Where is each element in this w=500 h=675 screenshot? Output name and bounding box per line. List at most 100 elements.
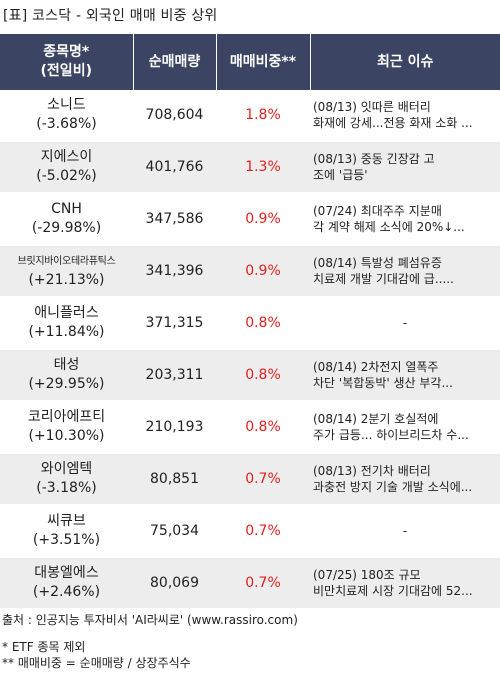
- stock-name-cell: 지에스이 (-5.02%): [0, 141, 133, 194]
- price-change: (+29.95%): [28, 376, 105, 392]
- price-change: (-3.68%): [36, 116, 97, 132]
- recent-issue-line2: 화재에 강세...전용 화재 소화 ...: [313, 116, 473, 130]
- ranking-table-container: 종목명* (전일비) 순매매량 매매비중** 최근 이슈 소니드 (-3.68%)…: [0, 34, 500, 610]
- header-stock-name: 종목명* (전일비): [0, 34, 133, 90]
- net-volume: 371,315: [133, 297, 216, 350]
- table-row: 씨큐브 (+3.51%) 75,034 0.7% -: [0, 505, 500, 558]
- recent-issue-line1: (07/25) 180조 규모: [313, 568, 421, 582]
- stock-name: 씨큐브: [47, 513, 86, 529]
- header-recent-issue: 최근 이슈: [309, 34, 500, 90]
- trade-ratio: 0.8%: [216, 297, 310, 350]
- price-change: (+3.51%): [32, 532, 101, 548]
- recent-issue-line1: (08/13) 잇따른 배터리: [313, 100, 431, 114]
- table-row: 브릿지바이오테라퓨틱스 (+21.13%) 341,396 0.9% (08/14) 특…: [0, 245, 500, 298]
- table-row: 코리아에프티 (+10.30%) 210,193 0.8% (08/14) 2분기 호실…: [0, 401, 500, 454]
- recent-issue-line2: 과충전 방지 기술 개발 소식에...: [313, 480, 473, 494]
- stock-name: 코리아에프티: [27, 409, 106, 425]
- recent-issue: -: [310, 505, 500, 558]
- net-volume: 347,586: [133, 193, 216, 246]
- table-header: 종목명* (전일비) 순매매량 매매비중** 최근 이슈: [0, 34, 500, 90]
- price-change: (+10.30%): [28, 428, 105, 444]
- recent-issue-line2: 비만치료제 시장 기대감에 52...: [313, 584, 473, 598]
- net-volume: 708,604: [133, 90, 216, 142]
- stock-name: 태성: [53, 357, 80, 373]
- recent-issue-line1: -: [402, 316, 408, 330]
- ranking-table: 종목명* (전일비) 순매매량 매매비중** 최근 이슈 소니드 (-3.68%)…: [0, 34, 500, 610]
- stock-name: CNH: [51, 201, 82, 217]
- recent-issue-line2: 조에 '급등': [313, 168, 368, 182]
- recent-issue-line2: 차단 '복합동박' 생산 부각...: [313, 376, 453, 390]
- recent-issue-line2: 각 계약 해제 소식에 20%↓...: [313, 220, 465, 234]
- trade-ratio: 1.3%: [216, 141, 310, 194]
- trade-ratio: 0.8%: [216, 349, 310, 402]
- stock-name-cell: 애니플러스 (+11.84%): [0, 297, 133, 350]
- recent-issue-line2: 주가 급등... 하이브리드차 수...: [313, 428, 469, 442]
- header-stock-name-line1: 종목명*: [43, 44, 90, 60]
- table-row: 애니플러스 (+11.84%) 371,315 0.8% -: [0, 297, 500, 350]
- source-note: 출처 : 인공지능 투자비서 'AI라씨로' (www.rassiro.com): [2, 613, 298, 627]
- stock-name: 대봉엘에스: [34, 565, 99, 581]
- stock-name-cell: 와이엠텍 (-3.18%): [0, 453, 133, 506]
- recent-issue-line1: (08/14) 2차전지 열폭주: [313, 360, 439, 374]
- trade-ratio: 0.7%: [216, 505, 310, 558]
- net-volume: 75,034: [133, 505, 216, 558]
- stock-name: 소니드: [47, 97, 86, 113]
- trade-ratio: 0.9%: [216, 193, 310, 246]
- recent-issue: -: [310, 297, 500, 350]
- stock-name-cell: 씨큐브 (+3.51%): [0, 505, 133, 558]
- net-volume: 80,851: [133, 453, 216, 506]
- trade-ratio: 0.7%: [216, 453, 310, 506]
- header-net-volume: 순매매량: [132, 34, 216, 90]
- net-volume: 203,311: [133, 349, 216, 402]
- price-change: (-29.98%): [31, 220, 102, 236]
- stock-name: 지에스이: [40, 149, 93, 165]
- net-volume: 401,766: [133, 141, 216, 194]
- footnote-ratio: ** 매매비중 = 순매매량 / 상장주식수: [2, 656, 191, 670]
- net-volume: 341,396: [133, 245, 216, 298]
- trade-ratio: 1.8%: [216, 90, 310, 142]
- stock-name: 와이엠텍: [40, 461, 93, 477]
- price-change: (+2.46%): [32, 584, 101, 600]
- trade-ratio: 0.9%: [216, 245, 310, 298]
- stock-name: 브릿지바이오테라퓨틱스: [17, 256, 116, 267]
- recent-issue-line1: (08/14) 특발성 폐섬유증: [313, 256, 442, 270]
- stock-name-cell: 코리아에프티 (+10.30%): [0, 401, 133, 454]
- recent-issue-line1: (08/13) 중동 긴장감 고: [313, 152, 435, 166]
- stock-name-cell: 대봉엘에스 (+2.46%): [0, 557, 133, 610]
- trade-ratio: 0.8%: [216, 401, 310, 454]
- trade-ratio: 0.7%: [216, 557, 310, 610]
- recent-issue-line1: -: [402, 524, 408, 538]
- header-row: 종목명* (전일비) 순매매량 매매비중** 최근 이슈: [0, 34, 500, 90]
- net-volume: 80,069: [133, 557, 216, 610]
- recent-issue-line1: (07/24) 최대주주 지분매: [313, 204, 442, 218]
- stock-name-cell: CNH (-29.98%): [0, 193, 133, 246]
- header-trade-ratio: 매매비중**: [215, 34, 310, 90]
- table-title: [표] 코스닥 - 외국인 매매 비중 상위: [3, 8, 218, 24]
- recent-issue-line1: (08/14) 2분기 호실적에: [313, 412, 439, 426]
- net-volume: 210,193: [133, 401, 216, 454]
- recent-issue-line1: (08/13) 전기차 배터리: [313, 464, 431, 478]
- price-change: (+21.13%): [28, 272, 105, 288]
- stock-name-cell: 태성 (+29.95%): [0, 349, 133, 402]
- recent-issue-line2: 치료제 개발 기대감에 급.....: [313, 272, 454, 286]
- header-stock-name-line2: (전일비): [40, 63, 92, 79]
- stock-name-cell: 소니드 (-3.68%): [0, 90, 133, 142]
- footnote-etf: * ETF 종목 제외: [2, 640, 86, 654]
- stock-name: 애니플러스: [34, 305, 99, 321]
- price-change: (+11.84%): [28, 324, 105, 340]
